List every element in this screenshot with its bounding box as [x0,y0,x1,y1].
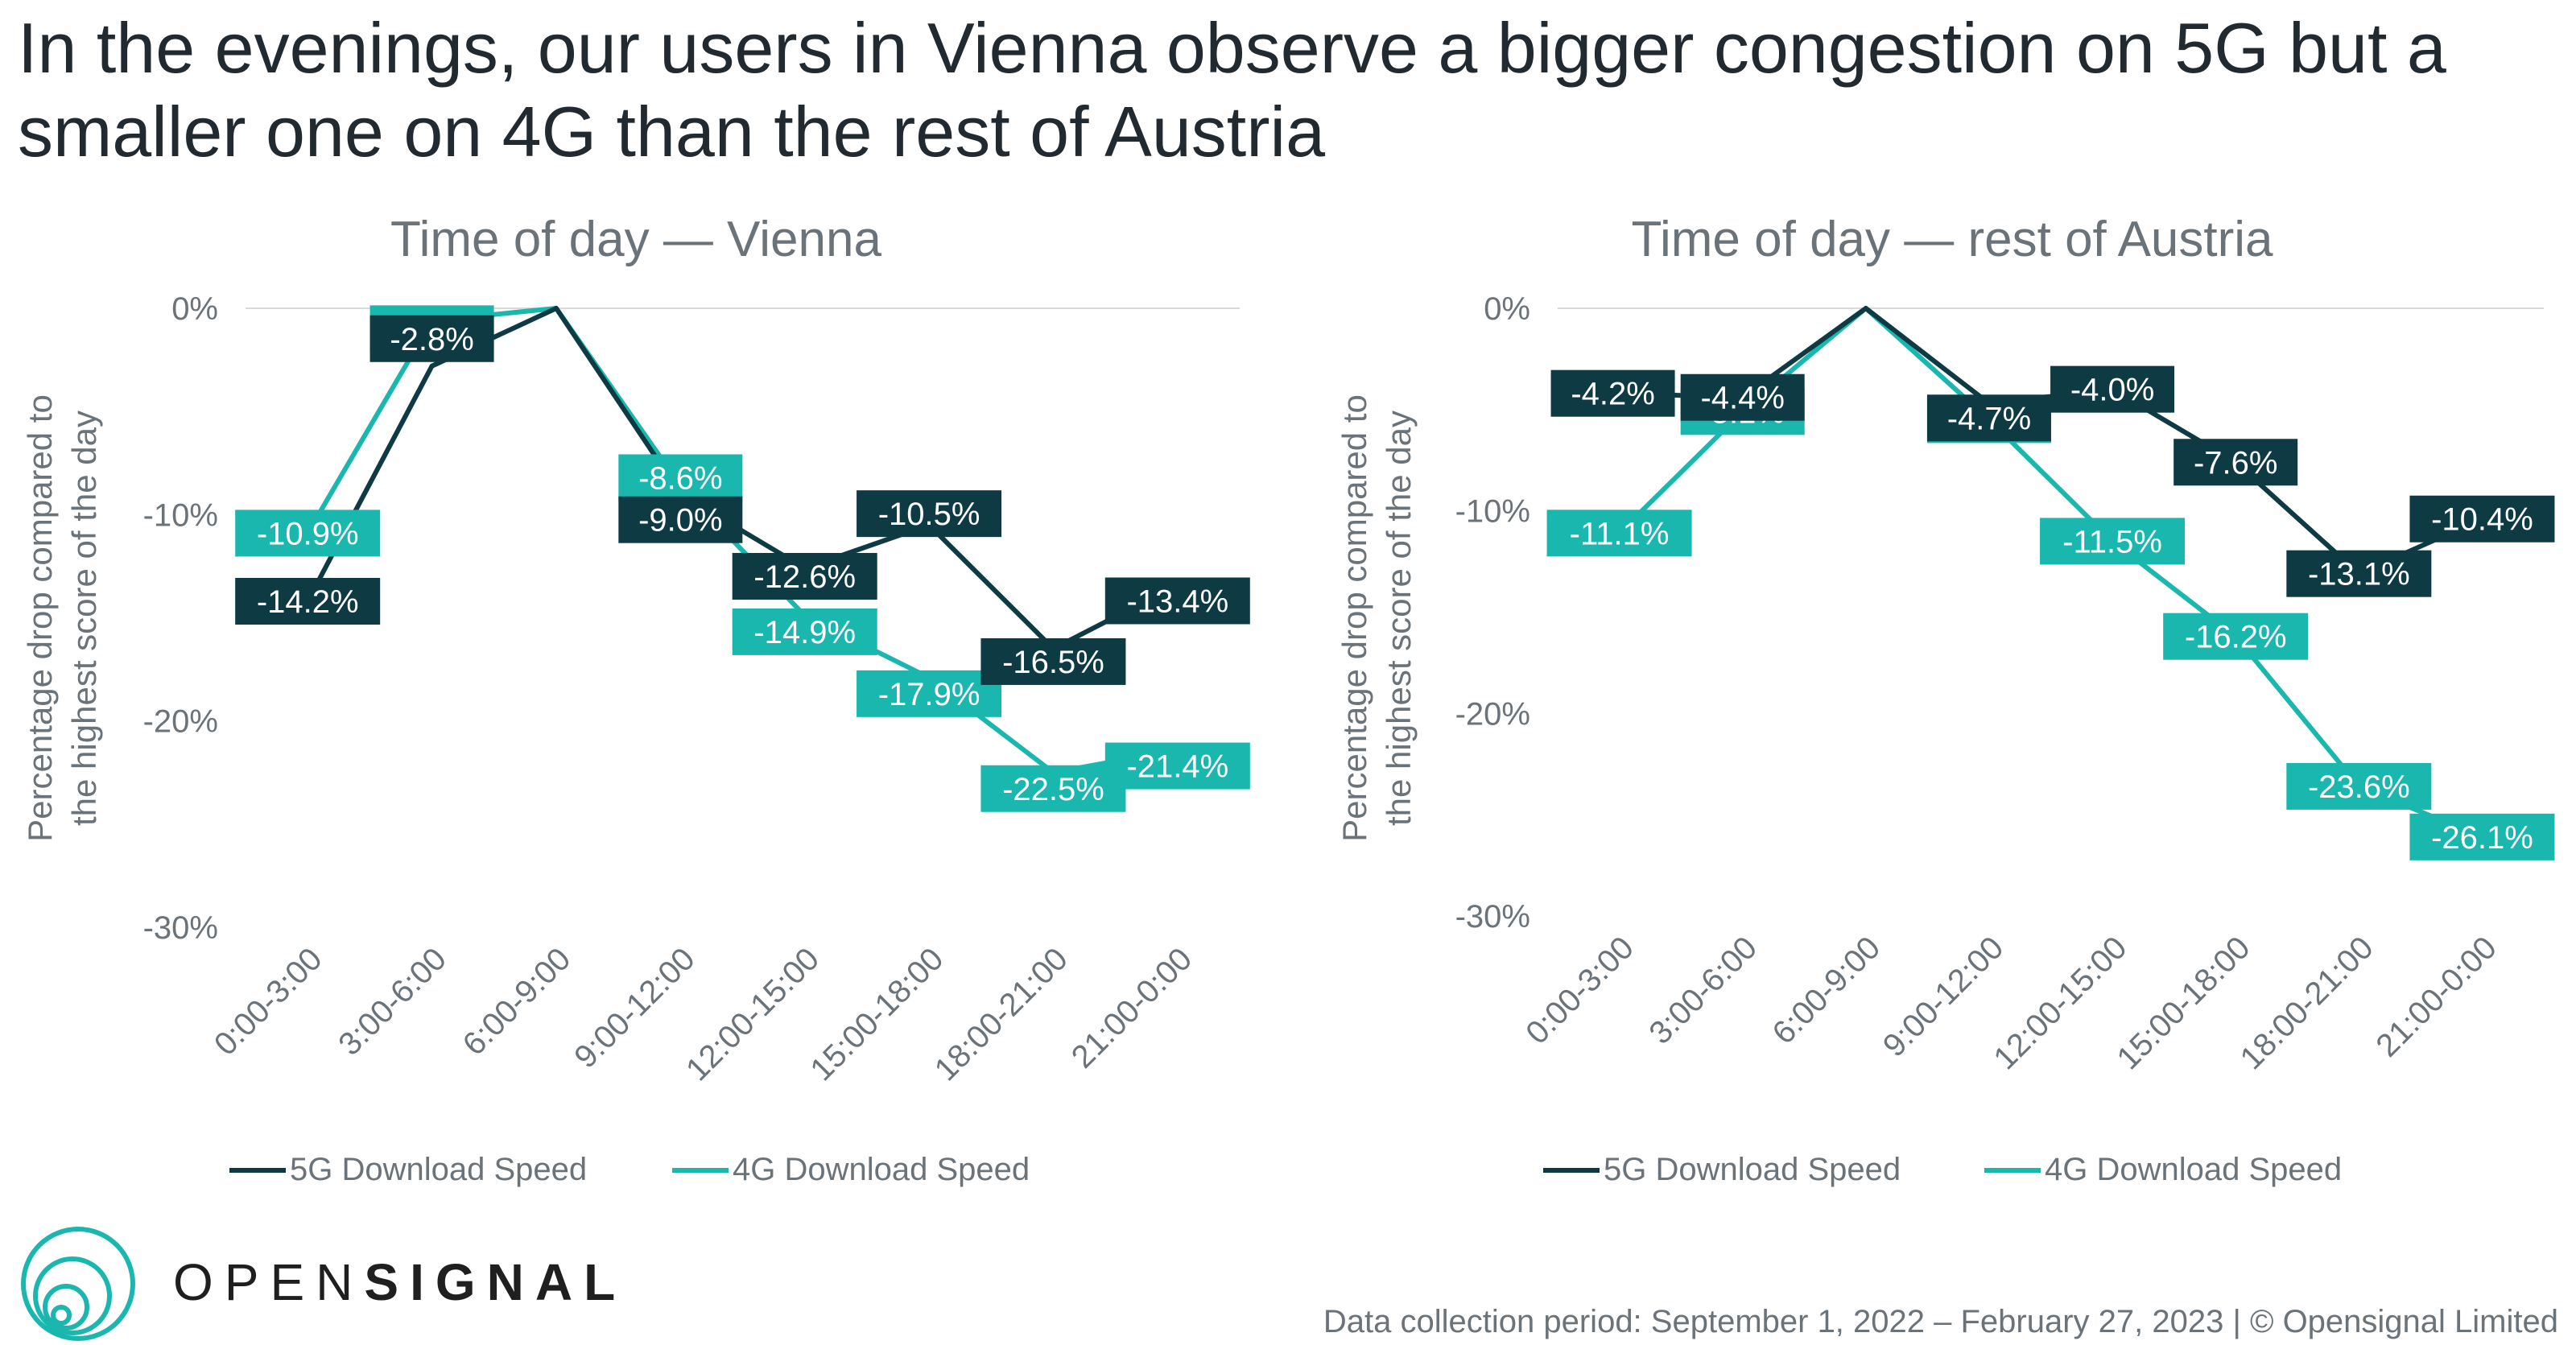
data-label-5g: -14.2% [257,584,359,620]
data-label-box-5g [1550,369,1675,417]
data-label-box-4g [235,510,381,557]
data-collection-footer: Data collection period: September 1, 202… [1323,1304,2558,1339]
data-label-box-5g [1104,577,1250,625]
data-label-4g: -22.5% [1002,772,1104,807]
y-axis-label: the highest score of the day [65,411,103,826]
data-label-box-5g [857,490,1002,538]
y-tick-label: -30% [1455,899,1530,934]
data-label-box-4g [2409,813,2555,860]
legend-label-4g: 4G Download Speed [2045,1152,2342,1187]
x-tick-label: 15:00-18:00 [803,941,950,1087]
x-tick-label: 9:00-12:00 [568,941,701,1075]
x-tick-label: 9:00-12:00 [1876,930,2010,1063]
data-label-box-4g [2040,518,2186,565]
data-label-4g: -21.4% [1126,749,1228,785]
data-label-5g: -16.5% [1002,645,1104,680]
brand-light: OPEN [173,1253,365,1311]
data-label-box-4g [980,765,1126,812]
data-label-5g: -13.1% [2308,557,2410,592]
data-label-box-5g [1926,394,2051,442]
data-label-5g: -7.6% [2194,445,2278,481]
data-label-box-5g [2050,365,2175,413]
x-tick-label: 6:00-9:00 [456,941,578,1062]
chart-title: Time of day — rest of Austria [1631,212,2273,267]
x-tick-label: 3:00-6:00 [1642,930,1764,1051]
data-label-4g: -11.1% [1570,516,1670,551]
x-tick-label: 0:00-3:00 [208,941,329,1062]
x-tick-label: 21:00-0:00 [2369,930,2503,1063]
data-label-box-5g [732,552,877,600]
data-label-5g: -13.4% [1126,584,1228,619]
data-label-box-4g [732,608,877,655]
y-tick-label: -10% [143,497,218,533]
y-tick-label: -20% [1455,696,1530,732]
opensignal-logo-icon [21,1227,135,1341]
data-label-4g: -16.2% [2185,620,2287,655]
data-label-box-5g [2286,550,2432,597]
data-label-5g: -2.8% [390,322,474,357]
y-tick-label: -30% [143,910,218,946]
data-label-box-5g [618,496,743,543]
x-tick-label: 12:00-15:00 [679,941,826,1087]
brand-bold: SIGNAL [364,1253,627,1311]
x-tick-label: 0:00-3:00 [1519,930,1641,1051]
legend-label-4g: 4G Download Speed [733,1152,1030,1187]
data-label-box-4g [2163,613,2309,660]
data-label-box-5g [1680,373,1805,421]
data-label-box-4g [857,670,1002,717]
data-label-box-5g [980,637,1126,685]
data-label-4g: -17.9% [878,677,980,712]
data-label-4g: -23.6% [2308,769,2410,805]
data-label-5g: -12.6% [753,559,856,595]
y-tick-label: -10% [1455,494,1530,530]
y-tick-label: -20% [143,704,218,740]
data-label-4g: -11.5% [2062,524,2162,559]
data-label-4g: -26.1% [2431,820,2533,856]
data-label-4g: -14.9% [753,615,856,650]
data-label-box-4g [618,454,743,501]
y-axis-label: Percentage drop compared to [21,394,59,842]
y-axis-label: the highest score of the day [1380,411,1418,826]
chart-1: Time of day — Vienna Percentage drop comp… [21,212,1250,1187]
chart-title: Time of day — Vienna [390,212,881,267]
chart-2: Time of day — rest of Austria Percentage … [1335,212,2555,1187]
data-label-box-5g [2174,439,2298,486]
data-label-5g: -10.4% [2431,502,2533,538]
y-tick-label: 0% [171,291,218,327]
data-label-5g: -4.2% [1571,377,1655,412]
series-line-4g [305,306,1179,775]
data-label-box-5g [235,577,381,625]
x-tick-label: 18:00-21:00 [928,941,1075,1087]
data-label-5g: -4.7% [1947,401,2032,436]
brand-wordmark: OPENSIGNAL [173,1252,626,1312]
data-label-box-4g [1104,742,1250,790]
y-axis-label: Percentage drop compared to [1335,394,1373,842]
legend-label-5g: 5G Download Speed [1604,1152,1901,1187]
data-label-box-5g [369,315,494,362]
y-tick-label: 0% [1484,291,1530,327]
data-label-5g: -4.4% [1700,381,1785,416]
x-tick-label: 3:00-6:00 [332,941,453,1062]
x-tick-label: 15:00-18:00 [2110,930,2256,1076]
data-label-box-5g [2409,495,2555,543]
x-tick-label: 6:00-9:00 [1766,930,1888,1051]
data-label-5g: -9.0% [638,503,723,538]
x-tick-label: 18:00-21:00 [2234,930,2380,1076]
data-label-box-4g [2286,762,2432,810]
data-label-5g: -4.0% [2070,373,2155,408]
data-label-4g: -10.9% [257,516,359,551]
data-label-5g: -10.5% [878,497,980,532]
data-label-4g: -8.6% [638,460,723,496]
data-label-box-4g [1546,510,1692,557]
legend-label-5g: 5G Download Speed [290,1152,587,1187]
x-tick-label: 21:00-0:00 [1065,941,1199,1075]
headline: In the evenings, our users in Vienna obs… [18,8,2446,171]
x-tick-label: 12:00-15:00 [1987,930,2133,1076]
